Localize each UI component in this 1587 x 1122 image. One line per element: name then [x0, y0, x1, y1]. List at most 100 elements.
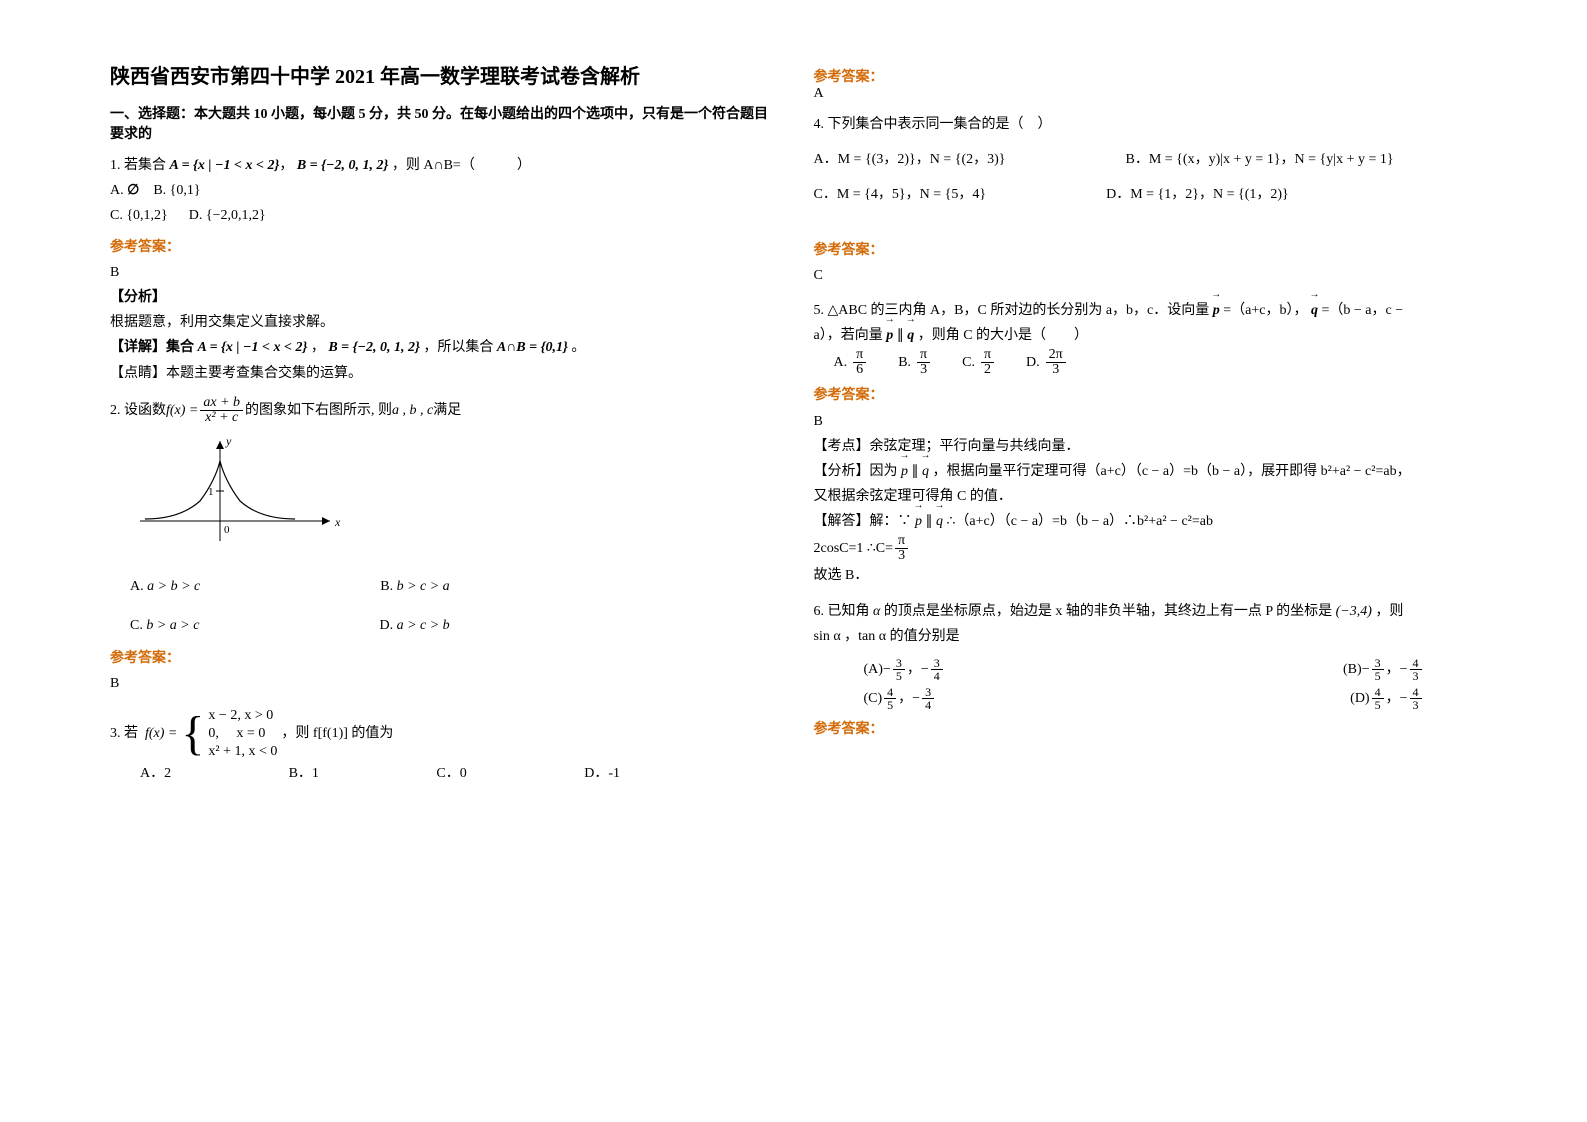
- q5-c-num: π: [981, 348, 994, 363]
- q5-jieda-p: p: [915, 509, 922, 534]
- q2-answer: B: [110, 671, 774, 696]
- q5-fenxi-mid: ，根据向量平行定理可得（a+c）（c − a）=b（b − a），展开即得 b²…: [933, 464, 1411, 479]
- q5-jieda-q: q: [936, 509, 943, 534]
- q1-tail: ，则 A∩B=（ ）: [392, 158, 531, 173]
- question-3: 3. 若 f(x) = { x − 2, x > 0 0, x = 0 x² +…: [110, 707, 774, 787]
- q2-frac-num: ax + b: [200, 396, 243, 411]
- question-6: 6. 已知角 α 的顶点是坐标原点，始边是 x 轴的非负半轴，其终边上有一点 P…: [814, 599, 1478, 743]
- svg-text:y: y: [225, 434, 232, 448]
- q3-tail: ，则 f[f(1)] 的值为: [281, 721, 393, 746]
- q1-detail-tail: ，所以集合: [423, 340, 493, 355]
- q1-set-a: A = {x | −1 < x < 2}: [170, 158, 280, 173]
- q2-fraction: ax + b x² + c: [200, 396, 243, 425]
- q2-frac-den: x² + c: [202, 411, 241, 425]
- q2-stem-pre: 2. 设函数: [110, 398, 166, 423]
- q2-opt-a-l: A.: [130, 579, 144, 594]
- q1-opt-a-sym: ∅: [127, 183, 139, 198]
- q5-d-den: 3: [1049, 363, 1062, 377]
- q6-stem-mid: 的顶点是坐标原点，始边是 x 轴的非负半轴，其终边上有一点 P 的坐标是: [884, 604, 1332, 619]
- q5-fenxi-q: q: [922, 459, 929, 484]
- q5-a-l: A.: [834, 350, 848, 375]
- q5-guxuan: 故选 B．: [814, 563, 1478, 588]
- q5-tail: ，则角 C 的大小是（ ）: [918, 328, 1088, 343]
- q3-answer: A: [814, 86, 1478, 102]
- q5-q-val: =（b − a，c −: [1321, 303, 1403, 318]
- q5-cos-den: 3: [895, 549, 908, 563]
- q3-case3: x² + 1, x < 0: [208, 743, 277, 761]
- q5-parallel: ∥: [897, 328, 908, 343]
- question-5: 5. △ABC 的三内角 A，B，C 所对边的长分别为 a，b，c．设向量 p …: [814, 298, 1478, 589]
- q3-stem-pre: 3. 若: [110, 721, 138, 746]
- q4-opt-c: C．M = {4，5}，N = {5，4}: [814, 182, 987, 207]
- q1-detail-b: B = {−2, 0, 1, 2}: [328, 340, 420, 355]
- q3-opt-a: A．2: [140, 761, 171, 786]
- exam-title: 陕西省西安市第四十中学 2021 年高一数学理联考试卷含解析: [110, 60, 774, 89]
- q2-opt-c-l: C.: [130, 618, 143, 633]
- svg-text:x: x: [334, 515, 341, 529]
- q4-stem: 4. 下列集合中表示同一集合的是（ ）: [814, 112, 1478, 137]
- q2-opt-d: a > c > b: [397, 618, 450, 633]
- q5-line2: a），若向量: [814, 328, 883, 343]
- q6-b-2d: 3: [1410, 670, 1422, 682]
- q5-fenxi-pre: 【分析】因为: [814, 464, 898, 479]
- q4-ref-label: 参考答案：: [814, 238, 1478, 263]
- q5-stem-pre: 5. △ABC 的三内角 A，B，C 所对边的长分别为 a，b，c．设向量: [814, 303, 1210, 318]
- svg-text:0: 0: [224, 524, 230, 536]
- q4-options: A．M = {(3，2)}，N = {(2，3)} B．M = {(x，y)|x…: [814, 147, 1478, 207]
- q1-opt-d: D. {−2,0,1,2}: [189, 208, 266, 223]
- q4-opt-a: A．M = {(3，2)}，N = {(2，3)}: [814, 147, 1006, 172]
- q6-ref-label: 参考答案：: [814, 717, 1478, 742]
- q4-opt-b: B．M = {(x，y)|x + y = 1}，N = {y|x + y = 1…: [1126, 147, 1394, 172]
- q1-point: 【点睛】本题主要考查集合交集的运算。: [110, 361, 774, 386]
- q5-b-num: π: [917, 348, 930, 363]
- q3-opt-c: C．0: [436, 761, 466, 786]
- q5-ref-label: 参考答案：: [814, 383, 1478, 408]
- q1-answer: B: [110, 260, 774, 285]
- q6-c-2d: 4: [922, 699, 934, 711]
- q5-b-l: B.: [898, 350, 911, 375]
- q1-analysis-text: 根据题意，利用交集定义直接求解。: [110, 310, 774, 335]
- section-1-heading: 一、选择题：本大题共 10 小题，每小题 5 分，共 50 分。在每小题给出的四…: [110, 103, 774, 143]
- q5-b-den: 3: [917, 363, 930, 377]
- q5-par2: ∥: [912, 464, 923, 479]
- q2-stem-mid: 的图象如下右图所示, 则: [245, 398, 392, 423]
- q1-detail-end: 。: [571, 340, 585, 355]
- q5-vec-q2: q: [907, 323, 914, 348]
- q6-stem-pre: 6. 已知角: [814, 604, 870, 619]
- q5-cos-num: π: [895, 534, 908, 549]
- q3-case2: 0, x = 0: [208, 725, 277, 743]
- q6-a-2d: 4: [931, 670, 943, 682]
- q5-answer: B: [814, 409, 1478, 434]
- q6-b-1d: 5: [1372, 670, 1384, 682]
- q5-jieda-pre: 【解答】解：∵: [814, 514, 912, 529]
- q5-d-num: 2π: [1046, 348, 1066, 363]
- q5-a-den: 6: [853, 363, 866, 377]
- q5-d-l: D.: [1026, 350, 1040, 375]
- q1-opt-c: C. {0,1,2}: [110, 208, 168, 223]
- q1-ref-label: 参考答案：: [110, 235, 774, 260]
- q2-opt-b-l: B.: [380, 579, 393, 594]
- q1-detail-a: A = {x | −1 < x < 2}: [198, 340, 308, 355]
- q6-d-l: (D): [1350, 686, 1369, 711]
- right-column: 参考答案： A 4. 下列集合中表示同一集合的是（ ） A．M = {(3，2)…: [794, 60, 1498, 1062]
- q5-c-den: 2: [981, 363, 994, 377]
- q3-case1: x − 2, x > 0: [208, 707, 277, 725]
- q1-opt-a-pre: A.: [110, 183, 127, 198]
- q6-d-2d: 3: [1410, 699, 1422, 711]
- q4-answer: C: [814, 263, 1478, 288]
- question-1: 1. 若集合 A = {x | −1 < x < 2}， B = {−2, 0,…: [110, 153, 774, 386]
- q3-ref-label: 参考答案：: [814, 66, 1478, 86]
- q5-kaodian: 【考点】余弦定理；平行向量与共线向量．: [814, 434, 1478, 459]
- q1-opt-b: B. {0,1}: [153, 183, 200, 198]
- q6-a-1d: 5: [893, 670, 905, 682]
- q6-coord: (−3,4): [1336, 604, 1372, 619]
- q5-vec-p2: p: [886, 323, 893, 348]
- question-2: 2. 设函数 f(x) = ax + b x² + c 的图象如下右图所示, 则…: [110, 396, 774, 697]
- q5-options: A. π6 B. π3 C. π2 D. 2π3: [834, 348, 1478, 377]
- q4-opt-d: D．M = {1，2}，N = {(1，2)}: [1106, 182, 1289, 207]
- q2-opt-d-l: D.: [379, 618, 393, 633]
- q6-c-1d: 5: [884, 699, 896, 711]
- left-column: 陕西省西安市第四十中学 2021 年高一数学理联考试卷含解析 一、选择题：本大题…: [90, 60, 794, 1062]
- q5-p-val: =（a+c，b），: [1223, 303, 1307, 318]
- q1-set-b: B = {−2, 0, 1, 2}: [297, 158, 389, 173]
